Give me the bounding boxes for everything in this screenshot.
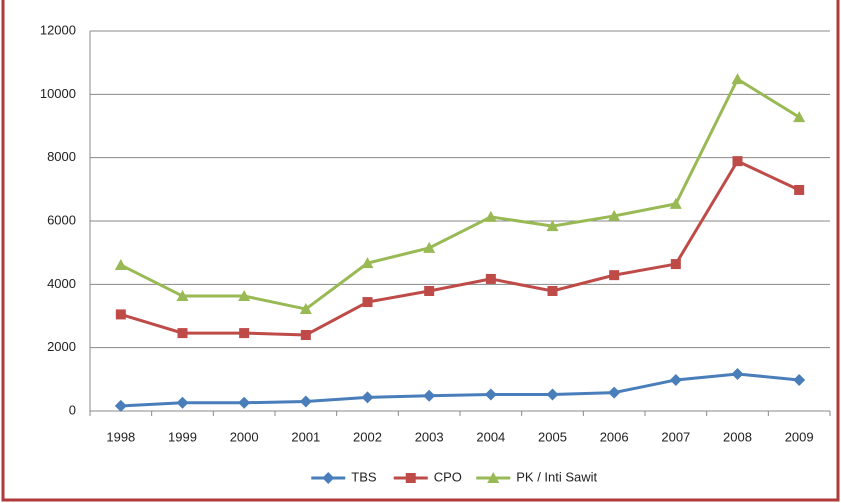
y-tick-label: 0 bbox=[69, 402, 76, 417]
x-tick-label: 2005 bbox=[538, 429, 567, 444]
series-line bbox=[120, 372, 800, 408]
x-tick-label: 2000 bbox=[230, 429, 259, 444]
point bbox=[299, 303, 312, 315]
point bbox=[794, 184, 805, 195]
point bbox=[362, 297, 373, 308]
x-tick-label: 2001 bbox=[291, 429, 320, 444]
series-line bbox=[120, 159, 800, 337]
y-tick-label: 6000 bbox=[47, 212, 76, 227]
point bbox=[546, 388, 559, 401]
x-tick-label: 2002 bbox=[353, 429, 382, 444]
x-tick-label: 2007 bbox=[661, 429, 690, 444]
point bbox=[608, 386, 621, 399]
point bbox=[669, 197, 682, 209]
point bbox=[608, 209, 621, 221]
point bbox=[114, 399, 127, 412]
point bbox=[731, 367, 744, 380]
point bbox=[176, 290, 189, 302]
point bbox=[177, 328, 188, 339]
point bbox=[546, 220, 559, 232]
x-tick-label: 2004 bbox=[476, 429, 505, 444]
point bbox=[300, 330, 311, 340]
legend-marker bbox=[487, 472, 500, 483]
point bbox=[732, 156, 743, 167]
x-tick-label: 2006 bbox=[600, 429, 629, 444]
point bbox=[114, 259, 127, 271]
y-tick-label: 4000 bbox=[47, 276, 76, 291]
point bbox=[423, 241, 436, 253]
point bbox=[669, 373, 682, 386]
point bbox=[547, 285, 558, 296]
y-tick-label: 2000 bbox=[47, 339, 76, 354]
point bbox=[484, 388, 497, 401]
x-tick-label: 2008 bbox=[723, 429, 752, 444]
point bbox=[793, 373, 806, 386]
point bbox=[361, 391, 374, 404]
legend-marker bbox=[405, 473, 416, 483]
y-tick-label: 12000 bbox=[40, 22, 76, 37]
point bbox=[423, 389, 436, 402]
y-tick-label: 10000 bbox=[40, 86, 76, 101]
x-tick-label: 1999 bbox=[168, 429, 197, 444]
point bbox=[238, 396, 251, 409]
point bbox=[793, 111, 806, 123]
series-line bbox=[120, 76, 800, 311]
point bbox=[115, 309, 126, 320]
point bbox=[299, 395, 312, 408]
legend-label: PK / Inti Sawit bbox=[516, 469, 597, 484]
legend-marker bbox=[322, 472, 335, 484]
point bbox=[485, 273, 496, 284]
point bbox=[670, 259, 681, 270]
point bbox=[731, 73, 744, 85]
point bbox=[609, 270, 620, 281]
point bbox=[424, 285, 435, 296]
point bbox=[176, 396, 189, 409]
x-tick-label: 1998 bbox=[106, 429, 135, 444]
point bbox=[484, 210, 497, 222]
y-tick-label: 8000 bbox=[47, 149, 76, 164]
point bbox=[239, 328, 250, 339]
x-tick-label: 2009 bbox=[785, 429, 814, 444]
legend-label: TBS bbox=[351, 469, 377, 484]
legend-label: CPO bbox=[434, 469, 462, 484]
point bbox=[361, 257, 374, 269]
x-tick-label: 2003 bbox=[415, 429, 444, 444]
point bbox=[238, 290, 251, 302]
